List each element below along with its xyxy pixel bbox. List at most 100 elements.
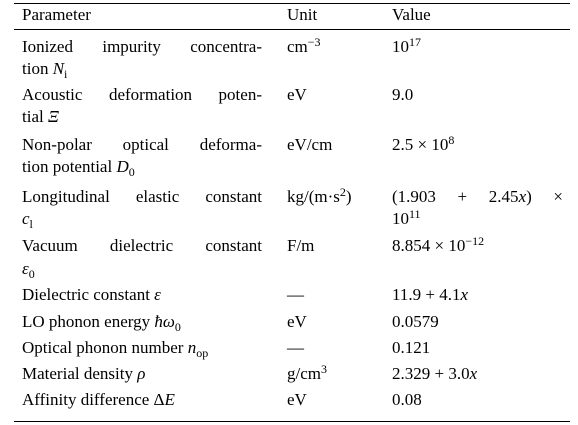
text-run: 0.0579 <box>392 312 439 331</box>
text-run: ρ <box>137 364 146 383</box>
text-run: i <box>64 67 68 81</box>
text-run: 10 <box>392 37 409 56</box>
text-run: 3 <box>321 362 327 376</box>
header-cell: Unit <box>287 5 318 24</box>
text-run: 0 <box>28 267 35 281</box>
text-run: F/m <box>287 236 315 255</box>
text-run: Ionized impurity concentra- <box>22 37 262 56</box>
unit-line: g/cm3 <box>287 363 327 385</box>
unit-line: — <box>287 284 304 306</box>
text-run: −12 <box>465 234 485 248</box>
param-line: cl <box>22 208 33 230</box>
text-run: Longitudinal elastic constant <box>22 187 262 206</box>
unit-line: eV/cm <box>287 134 332 156</box>
text-run: 2 <box>339 185 346 199</box>
text-run: 8.854 × 10 <box>392 236 466 255</box>
text-run: 2.5 × 10 <box>392 135 449 154</box>
text-run: D <box>116 157 129 176</box>
param-line: Acoustic deformation poten- <box>22 84 262 106</box>
text-run: 10 <box>392 209 409 228</box>
value-line: 8.854 × 10−12 <box>392 235 484 257</box>
param-line: Affinity difference ΔE <box>22 389 175 411</box>
text-run: (1.903 + 2.45 <box>392 187 519 206</box>
unit-line: — <box>287 337 304 359</box>
text-run: Dielectric constant <box>22 285 155 304</box>
text-run: tion <box>22 59 53 78</box>
param-line: Optical phonon number nop <box>22 337 208 359</box>
unit-line: kg/(m·s2) <box>287 186 352 208</box>
text-run: tial <box>22 107 48 126</box>
unit-line: eV <box>287 84 307 106</box>
value-line: 2.5 × 108 <box>392 134 454 156</box>
text-run: ε <box>154 285 161 304</box>
param-line: Dielectric constant ε <box>22 284 161 306</box>
text-run: 11.9 + 4.1 <box>392 285 461 304</box>
value-line: 0.08 <box>392 389 422 411</box>
text-run: 17 <box>409 35 421 49</box>
param-line: ε0 <box>22 258 35 280</box>
text-run: 11 <box>409 207 421 221</box>
text-run: 9.0 <box>392 85 414 104</box>
value-line: 11.9 + 4.1x <box>392 284 468 306</box>
text-run: 0 <box>128 165 135 179</box>
unit-line: cm−3 <box>287 36 321 58</box>
text-run: n <box>187 338 197 357</box>
text-run: Material density <box>22 364 138 383</box>
value-line: 0.121 <box>392 337 430 359</box>
text-run: eV/cm <box>287 135 333 154</box>
text-run: Ξ <box>47 107 59 126</box>
header-cell: Parameter <box>22 5 91 24</box>
param-line: Vacuum dielectric constant <box>22 235 262 257</box>
text-run: — <box>287 338 304 357</box>
text-run: cm <box>287 37 308 56</box>
header-rule <box>14 29 570 30</box>
text-run: ε <box>22 259 29 278</box>
value-line: 1011 <box>392 208 421 230</box>
value-line: 9.0 <box>392 84 413 106</box>
text-run: ħω <box>154 312 175 331</box>
value-line: 1017 <box>392 36 421 58</box>
text-run: tion potential <box>22 157 117 176</box>
value-line: 2.329 + 3.0x <box>392 363 477 385</box>
text-run: — <box>287 285 304 304</box>
bottom-rule <box>14 421 570 422</box>
text-run: eV <box>287 85 307 104</box>
text-run: E <box>164 390 175 409</box>
text-run: c <box>22 209 30 228</box>
text-run: 0 <box>174 320 181 334</box>
text-run: Affinity difference Δ <box>22 390 165 409</box>
text-run: 0.08 <box>392 390 422 409</box>
value-line: 0.0579 <box>392 311 439 333</box>
text-run: x <box>518 187 527 206</box>
text-run: 2.329 + 3.0 <box>392 364 470 383</box>
header-cell: Value <box>392 5 431 24</box>
top-rule <box>14 3 570 4</box>
param-line: tial Ξ <box>22 106 59 128</box>
param-line: Non-polar optical deforma- <box>22 134 262 156</box>
text-run: kg/(m·s <box>287 187 340 206</box>
text-run: eV <box>287 390 307 409</box>
text-run: 8 <box>448 133 455 147</box>
text-run: 0.121 <box>392 338 431 357</box>
unit-line: eV <box>287 389 307 411</box>
unit-line: eV <box>287 311 307 333</box>
text-run: −3 <box>307 35 321 49</box>
param-line: Ionized impurity concentra- <box>22 36 262 58</box>
text-run: ) <box>345 187 352 206</box>
text-run: x <box>469 364 478 383</box>
text-run: op <box>196 346 209 360</box>
param-line: LO phonon energy ħω0 <box>22 311 181 333</box>
text-run: Acoustic deformation poten- <box>22 85 262 104</box>
text-run: ) × <box>526 187 564 206</box>
text-run: eV <box>287 312 307 331</box>
param-line: Longitudinal elastic constant <box>22 186 262 208</box>
param-line: Material density ρ <box>22 363 145 385</box>
text-run: N <box>52 59 65 78</box>
param-line: tion potential D0 <box>22 156 135 178</box>
text-run: LO phonon energy <box>22 312 155 331</box>
text-run: g/cm <box>287 364 321 383</box>
text-run: Non-polar optical deforma- <box>22 135 262 154</box>
text-run: Vacuum dielectric constant <box>22 236 262 255</box>
text-run: l <box>29 217 33 231</box>
